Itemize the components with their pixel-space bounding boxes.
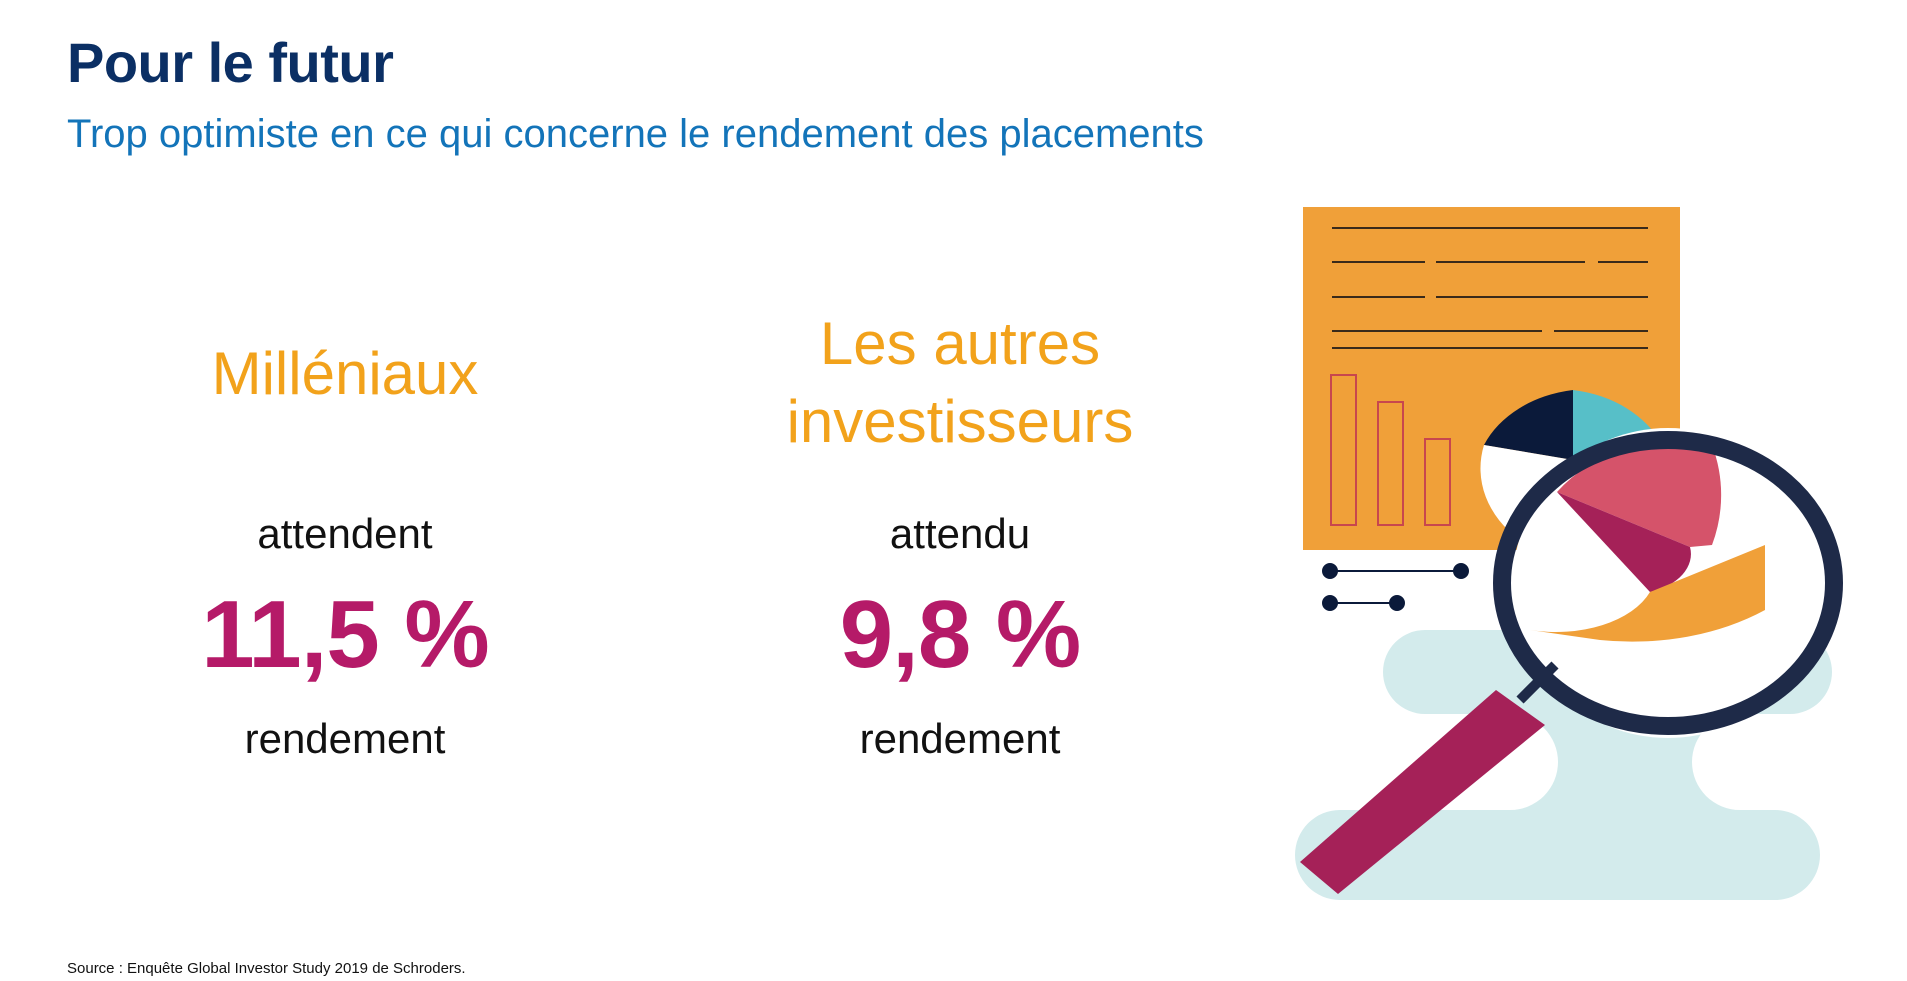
other-investors-verb: attendu — [889, 510, 1031, 557]
text-lines — [1332, 227, 1648, 349]
magnifier-ring — [1493, 431, 1843, 735]
bar-outlines — [1330, 374, 1451, 526]
other-investors-label-line1: Les autres — [819, 310, 1101, 377]
millennials-label: Milléniaux — [211, 340, 479, 407]
millennials-value: 11,5 % — [201, 581, 490, 688]
millennials-verb: attendent — [257, 510, 433, 557]
report-magnifier-illustration — [1295, 207, 1843, 900]
other-investors-column: Les autres investisseurs attendu 9,8 % r… — [760, 305, 1160, 765]
source-note: Source : Enquête Global Investor Study 2… — [67, 960, 466, 977]
millennials-column: Milléniaux attendent 11,5 % rendement — [145, 325, 545, 765]
page-subtitle: Trop optimiste en ce qui concerne le ren… — [67, 112, 1204, 156]
millennials-unit: rendement — [244, 715, 446, 762]
connector-lines — [1322, 563, 1469, 611]
lens-content — [1513, 428, 1823, 738]
other-investors-value: 9,8 % — [839, 581, 1081, 688]
other-investors-unit: rendement — [859, 715, 1061, 762]
page-title: Pour le futur — [67, 31, 394, 94]
other-investors-label-line2: investisseurs — [786, 388, 1134, 455]
